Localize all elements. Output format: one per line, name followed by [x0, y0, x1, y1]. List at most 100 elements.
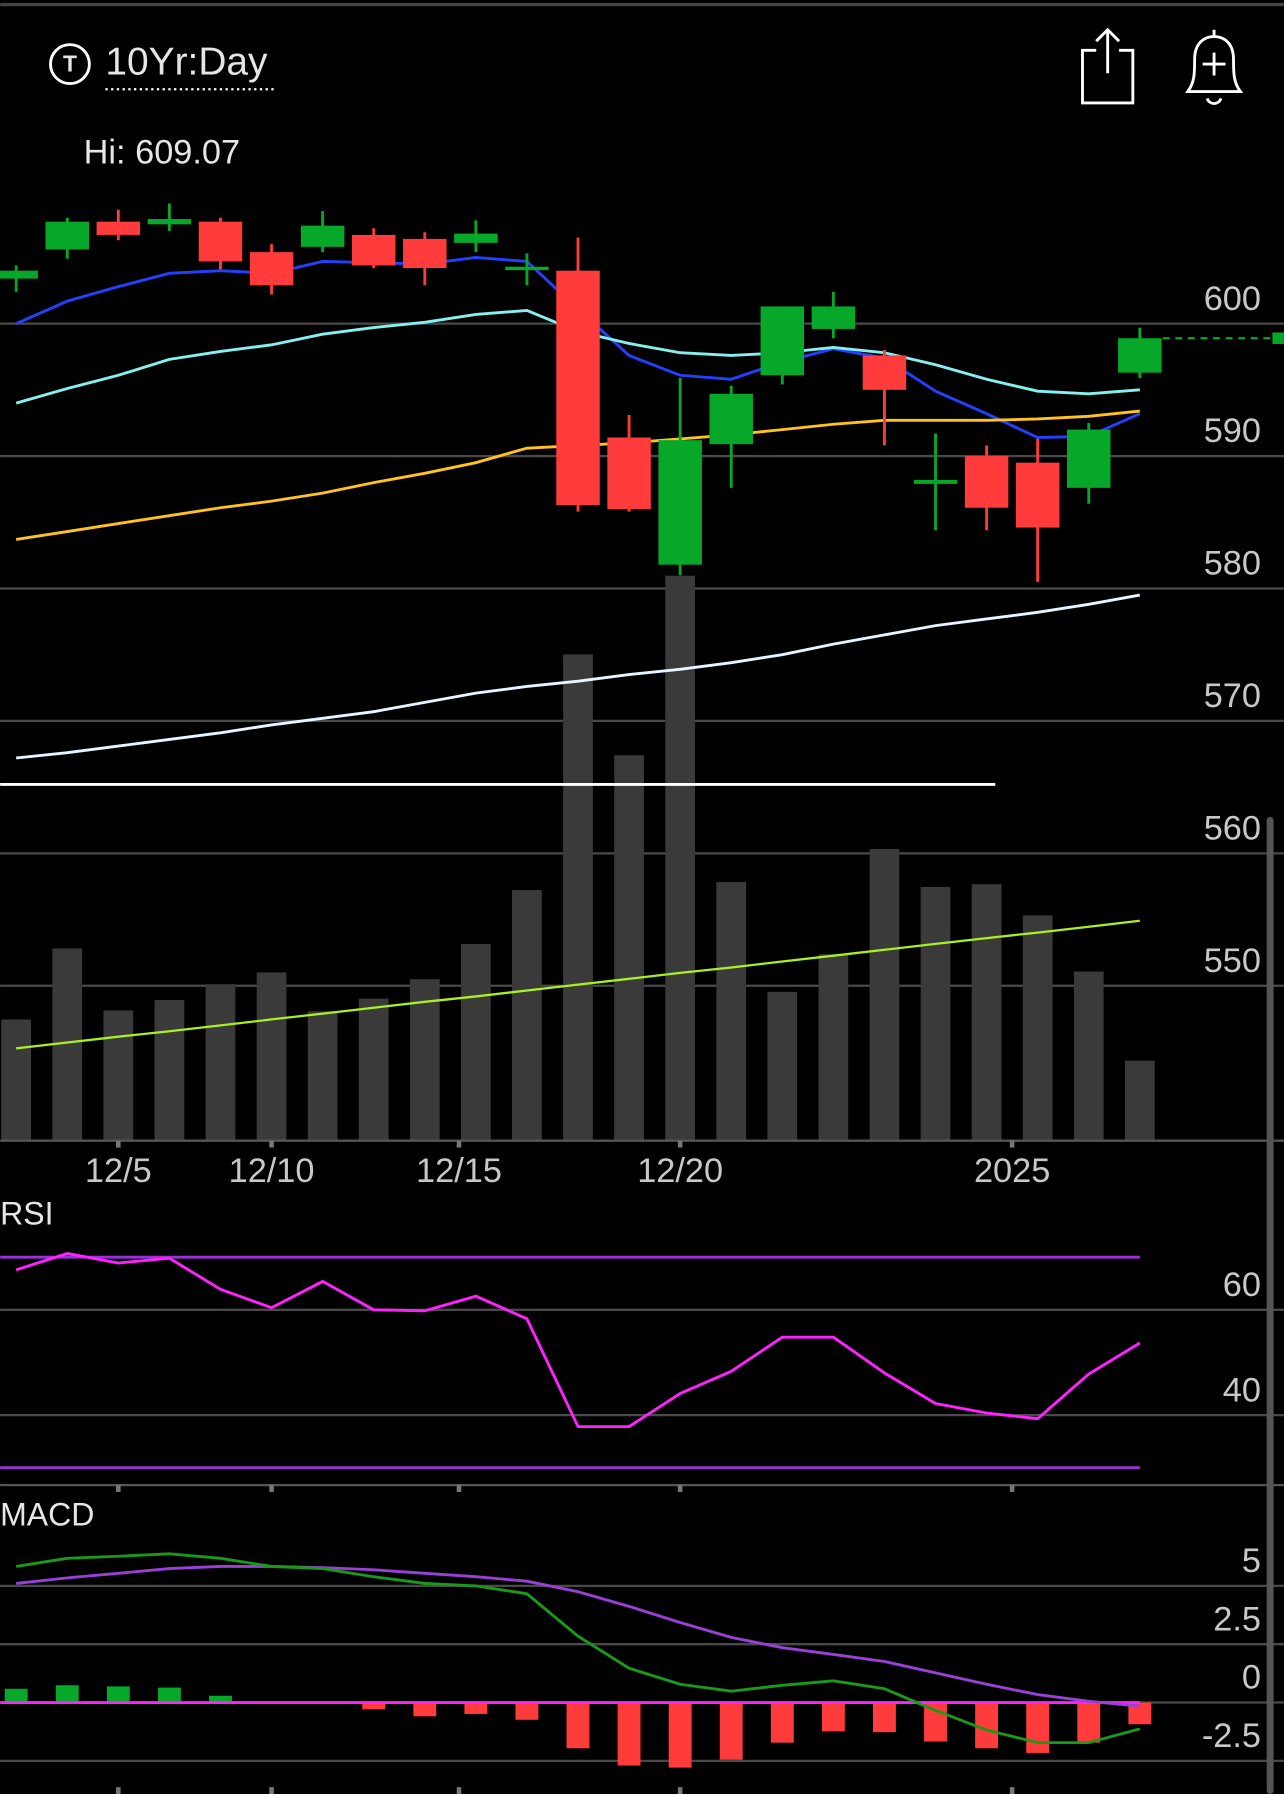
histogram-bar	[873, 1702, 896, 1733]
candle-body	[1067, 429, 1111, 488]
volume-bar	[1, 1019, 32, 1141]
candle-body	[811, 306, 856, 329]
icon-circle	[49, 43, 91, 85]
y-tick-label: -2.5	[1202, 1717, 1261, 1755]
moving-average	[16, 593, 1141, 760]
x-tick-label: 12/5	[85, 1152, 152, 1190]
alert-button[interactable]	[1184, 29, 1244, 105]
volume-bar	[1022, 915, 1053, 1141]
histogram-bar	[821, 1702, 845, 1732]
histogram-bar	[106, 1686, 130, 1703]
y-tick-label: 5	[1242, 1542, 1261, 1580]
candle-body	[45, 221, 89, 250]
volume-bar	[460, 943, 491, 1141]
candle-body	[300, 225, 345, 247]
histogram-bar	[668, 1702, 692, 1768]
candle-body	[198, 221, 243, 262]
candle-body	[0, 270, 38, 279]
x-tick-label: 12/10	[229, 1152, 315, 1190]
candle-body	[96, 221, 141, 235]
title[interactable]: 10Yr:Day	[105, 40, 268, 83]
volume-bar	[256, 972, 287, 1141]
candle-body	[147, 219, 192, 225]
panel-label: MACD	[0, 1497, 94, 1533]
histogram-bar	[566, 1702, 590, 1749]
histogram-bar	[4, 1688, 28, 1703]
signal-line	[16, 1565, 1140, 1708]
volume-bar	[307, 1011, 338, 1141]
histogram-bar	[362, 1702, 386, 1710]
volume-bar	[1124, 1060, 1155, 1141]
y-tick-label: 570	[1204, 677, 1261, 715]
histogram-bar	[157, 1687, 181, 1703]
y-tick-label: 40	[1223, 1371, 1261, 1409]
high-annotation: Hi: 609.07	[84, 134, 240, 172]
share-button[interactable]	[1081, 27, 1135, 105]
y-tick-label: 580	[1204, 545, 1261, 583]
candle-body	[403, 238, 447, 269]
candle-body	[1015, 462, 1060, 528]
candle-body	[862, 355, 907, 390]
volume-bar	[767, 991, 798, 1141]
x-tick-label: 12/20	[637, 1152, 723, 1190]
bell	[1184, 35, 1244, 93]
candle-body	[249, 252, 294, 286]
histogram-bar	[464, 1702, 488, 1714]
histogram-bar	[975, 1702, 999, 1749]
panel-label: RSI	[0, 1196, 53, 1232]
rsi-line	[15, 1252, 1141, 1429]
candle-body	[351, 234, 396, 266]
candle-body	[1118, 338, 1162, 373]
y-tick-label: 0	[1242, 1659, 1261, 1697]
histogram-bar	[617, 1702, 641, 1766]
candle-body	[709, 393, 753, 445]
bell-detail	[1202, 29, 1226, 105]
y-tick-label: 60	[1223, 1266, 1261, 1304]
histogram-bar	[1128, 1702, 1152, 1725]
volume-bar	[512, 890, 542, 1141]
volume-bar	[716, 881, 747, 1141]
candle-body	[964, 456, 1009, 508]
icon-letter: T	[63, 50, 77, 76]
volume-bar	[818, 954, 849, 1141]
candle-body	[454, 233, 498, 243]
y-tick-label: 560	[1204, 810, 1261, 848]
last-price-marker	[1272, 332, 1284, 344]
volume-bar	[869, 848, 900, 1141]
volume-bar	[205, 984, 236, 1141]
candle-body	[607, 437, 651, 510]
y-tick-label: 590	[1204, 412, 1261, 450]
histogram-bar	[1077, 1702, 1101, 1743]
histogram-bar	[770, 1702, 794, 1743]
volume-bar	[154, 1000, 185, 1141]
volume-bar	[971, 884, 1002, 1141]
y-tick-label: 600	[1204, 280, 1261, 318]
candle-body	[913, 479, 958, 484]
share-arrow	[1095, 27, 1121, 74]
candle-body	[658, 440, 702, 565]
candle-body	[760, 306, 805, 376]
volume-bar	[563, 654, 593, 1141]
histogram-bar	[719, 1702, 743, 1760]
scrollbar[interactable]	[1266, 816, 1274, 1794]
volume-bar	[1073, 971, 1104, 1141]
symbol-icon[interactable]: T	[49, 43, 91, 85]
y-tick-label: 550	[1204, 942, 1261, 980]
y-tick-label: 2.5	[1213, 1600, 1261, 1638]
volume-bar	[409, 979, 440, 1141]
volume-bar	[614, 755, 644, 1141]
x-tick-label: 2025	[974, 1152, 1050, 1190]
histogram-bar	[1026, 1702, 1050, 1753]
macd-line	[15, 1552, 1141, 1745]
volume-bar	[103, 1010, 134, 1141]
histogram-bar	[55, 1685, 79, 1703]
histogram-bar	[515, 1702, 539, 1720]
candle-body	[556, 270, 600, 506]
candle-body	[505, 266, 549, 271]
volume-bar	[920, 886, 951, 1141]
volume-bar	[665, 575, 696, 1141]
volume-ma-line	[16, 919, 1140, 1050]
histogram-bar	[209, 1695, 232, 1703]
